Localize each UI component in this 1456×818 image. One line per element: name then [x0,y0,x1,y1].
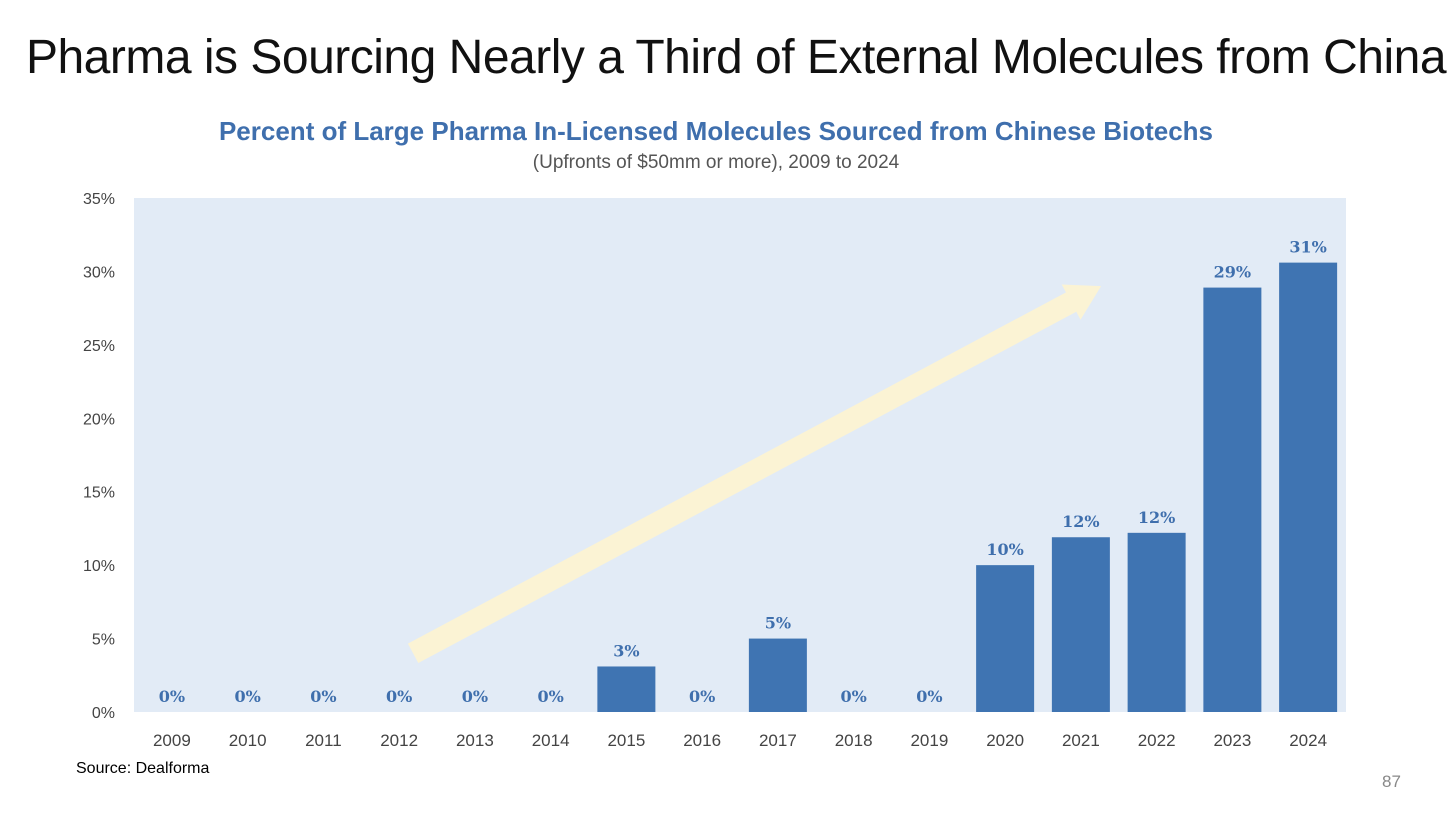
data-label-2018: 0% [840,687,866,706]
x-tick-label: 2018 [835,731,873,750]
data-label-2019: 0% [916,687,942,706]
x-tick-label: 2017 [759,731,797,750]
y-tick-label: 5% [92,632,115,649]
x-tick-label: 2023 [1213,731,1251,750]
bar-2022 [1127,532,1186,712]
y-tick-label: 0% [92,705,115,722]
data-label-2013: 0% [462,687,488,706]
x-tick-label: 2012 [380,731,418,750]
y-tick-label: 20% [83,411,115,428]
bar-2023 [1203,287,1262,712]
y-tick-label: 25% [83,338,115,355]
x-tick-label: 2022 [1138,731,1176,750]
data-label-2016: 0% [689,687,715,706]
data-label-2012: 0% [386,687,412,706]
data-label-2024: 31% [1289,238,1326,257]
bar-2021 [1051,537,1110,712]
page-number: 87 [1382,772,1401,791]
x-tick-label: 2021 [1062,731,1100,750]
data-label-2023: 29% [1214,263,1251,282]
y-tick-label: 15% [83,485,115,502]
bar-2024 [1279,262,1338,712]
x-tick-label: 2024 [1289,731,1327,750]
y-tick-label: 10% [83,558,115,575]
y-tick-label: 30% [83,264,115,281]
y-tick-label: 35% [83,191,115,208]
bar-2015 [597,666,656,712]
data-label-2015: 3% [613,641,639,660]
x-tick-label: 2020 [986,731,1024,750]
data-label-2017: 5% [765,614,791,633]
chart-subtitle: (Upfronts of $50mm or more), 2009 to 202… [532,152,900,173]
data-label-2009: 0% [159,687,185,706]
bar-2017 [748,638,807,712]
x-tick-label: 2009 [153,731,191,750]
x-tick-label: 2013 [456,731,494,750]
source-note: Source: Dealforma [76,760,210,777]
trend-arrow [407,284,1102,663]
chart-title: Percent of Large Pharma In-Licensed Mole… [218,116,1214,146]
data-label-2020: 10% [986,540,1023,559]
data-label-2011: 0% [310,687,336,706]
slide-title: Pharma is Sourcing Nearly a Third of Ext… [25,31,1447,84]
x-tick-label: 2019 [910,731,948,750]
x-tick-label: 2015 [607,731,645,750]
data-label-2021: 12% [1062,512,1099,531]
data-label-2014: 0% [537,687,563,706]
data-label-2010: 0% [234,687,260,706]
data-label-2022: 12% [1138,508,1175,527]
x-tick-label: 2010 [229,731,267,750]
x-tick-label: 2011 [305,731,342,750]
x-tick-label: 2016 [683,731,721,750]
bar-2020 [976,565,1035,712]
x-tick-label: 2014 [532,731,570,750]
